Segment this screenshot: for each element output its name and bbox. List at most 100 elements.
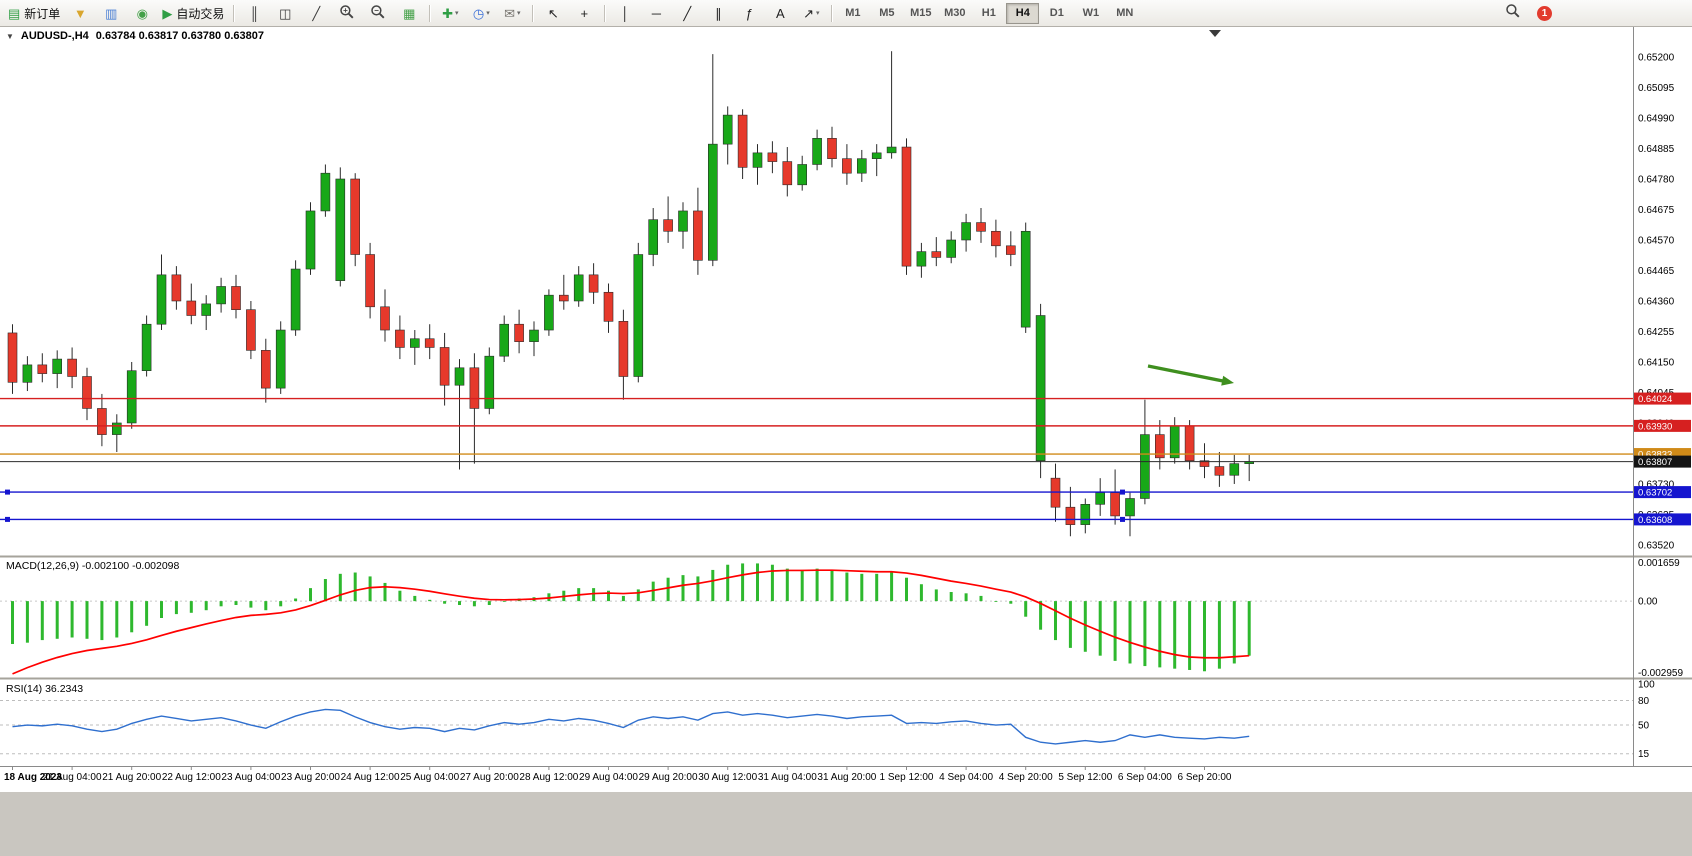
profiles-button[interactable]: ▼ xyxy=(65,2,95,25)
svg-text:0.64570: 0.64570 xyxy=(1638,235,1675,246)
svg-text:0.64465: 0.64465 xyxy=(1638,266,1675,277)
svg-text:0.64675: 0.64675 xyxy=(1638,205,1675,216)
candlestick-mode-button[interactable]: ◫ xyxy=(270,2,300,25)
macd-axis[interactable]: 0.001659 0.00 -0.002959 xyxy=(1638,558,1683,679)
price-tag xyxy=(1634,513,1691,526)
auto-trading-button[interactable]: ▶ 自动交易 xyxy=(158,2,228,25)
timeframe-m5-button[interactable]: M5 xyxy=(879,7,895,19)
zoom-out-button[interactable]: − xyxy=(363,2,393,25)
annotations[interactable] xyxy=(1147,30,1234,386)
periods-button[interactable]: ◷ ▾ xyxy=(466,2,496,25)
macd-pane xyxy=(0,563,1633,675)
arrows-button[interactable]: ↗ ▾ xyxy=(796,2,826,25)
candlestick-series xyxy=(7,51,1254,537)
trendline-button[interactable]: ╱ xyxy=(672,2,702,25)
timeframe-h1-button[interactable]: H1 xyxy=(981,7,996,19)
svg-text:28 Aug 12:00: 28 Aug 12:00 xyxy=(519,772,578,783)
tile-windows-button[interactable]: ▦ xyxy=(394,2,424,25)
timeframe-m15-button[interactable]: M15 xyxy=(910,7,932,19)
vertical-line-button[interactable]: │ xyxy=(610,2,640,25)
zoom-in-icon: + xyxy=(339,4,355,22)
symbol-period-label: AUDUSD-,H4 xyxy=(20,30,89,42)
timeframe-m1-button[interactable]: M1 xyxy=(845,7,861,19)
svg-text:6 Sep 20:00: 6 Sep 20:00 xyxy=(1178,772,1232,783)
rsi-line xyxy=(12,708,1250,745)
crosshair-button[interactable]: + xyxy=(569,2,599,25)
navigator-button[interactable]: ◉ xyxy=(127,2,157,25)
price-tag xyxy=(1634,419,1691,432)
indicators-button[interactable]: ✚ ▾ xyxy=(435,2,465,25)
timeframe-m30-button[interactable]: M30 xyxy=(944,7,966,19)
svg-text:21 Aug 20:00: 21 Aug 20:00 xyxy=(102,772,161,783)
auto-trading-button-label: 自动交易 xyxy=(176,6,225,21)
trend-arrow-annotation[interactable] xyxy=(1147,364,1224,383)
chart-canvas[interactable]: 0.65200 0.65095 0.64990 0.64885 0.64780 0.646… xyxy=(0,27,1692,792)
svg-text:18 Aug 2023: 18 Aug 2023 xyxy=(4,772,62,783)
svg-text:0.00: 0.00 xyxy=(1638,597,1658,608)
search-icon xyxy=(1505,3,1521,24)
svg-text:100: 100 xyxy=(1638,680,1655,691)
main-toolbar: ▤ 新订单 ▼ ▥ ◉ ▶ 自动交易 ║ ◫ ╱ + − ▦ ✚ ▾ ◷ ▾ ✉ ▾ ↖ + │ ─ ╱ ∥ ƒ A ↗ ▾ M1 M5 M… xyxy=(0,0,1692,27)
bar-chart-mode-button[interactable]: ║ xyxy=(239,2,269,25)
price-tag xyxy=(1634,486,1691,499)
line-chart-mode-button[interactable]: ╱ xyxy=(301,2,331,25)
svg-text:30 Aug 12:00: 30 Aug 12:00 xyxy=(698,772,757,783)
zoom-out-icon: − xyxy=(370,4,386,22)
arrow-icon: ↗ xyxy=(803,5,815,21)
text-icon: A xyxy=(775,5,785,21)
crosshair-icon: + xyxy=(580,5,589,21)
svg-text:0.64255: 0.64255 xyxy=(1638,327,1675,338)
horizontal-line-button[interactable]: ─ xyxy=(641,2,671,25)
candlestick-icon: ◫ xyxy=(279,5,292,21)
svg-text:0.64780: 0.64780 xyxy=(1638,174,1675,185)
market-watch-button[interactable]: ▥ xyxy=(96,2,126,25)
svg-text:0.001659: 0.001659 xyxy=(1638,558,1680,569)
fibonacci-button[interactable]: ƒ xyxy=(734,2,764,25)
price-axis[interactable]: 0.65200 0.65095 0.64990 0.64885 0.64780 0.646… xyxy=(1638,53,1675,552)
chart-title: ▼ AUDUSD-,H4 0.63784 0.63817 0.63780 0.6… xyxy=(6,30,264,42)
channel-button[interactable]: ∥ xyxy=(703,2,733,25)
trendline-icon: ╱ xyxy=(683,5,692,21)
timeframe-d1-button[interactable]: D1 xyxy=(1049,7,1064,19)
chevron-down-icon: ▾ xyxy=(455,10,459,17)
svg-text:31 Aug 20:00: 31 Aug 20:00 xyxy=(817,772,876,783)
search-button[interactable] xyxy=(1498,2,1528,25)
new-order-button-label: 新订单 xyxy=(24,6,61,21)
svg-text:0.63520: 0.63520 xyxy=(1638,540,1675,551)
tile-windows-icon: ▦ xyxy=(403,5,416,21)
cursor-button[interactable]: ↖ xyxy=(538,2,568,25)
price-lines[interactable] xyxy=(0,397,1633,522)
chart-window: ▼ AUDUSD-,H4 0.63784 0.63817 0.63780 0.6… xyxy=(0,27,1692,792)
one-click-trading-expander-icon[interactable]: ▼ xyxy=(6,31,14,41)
svg-text:0.63730: 0.63730 xyxy=(1638,479,1675,490)
chart-shift-marker[interactable] xyxy=(1209,30,1221,37)
notification-badge[interactable]: 1 xyxy=(1537,5,1552,21)
toolbar-separator xyxy=(233,4,235,22)
template-icon: ✉ xyxy=(504,5,516,21)
timeframe-w1-button[interactable]: W1 xyxy=(1082,7,1100,19)
svg-text:25 Aug 04:00: 25 Aug 04:00 xyxy=(400,772,459,783)
timeframe-h4-button[interactable]: H4 xyxy=(1006,2,1040,24)
macd-signal-line xyxy=(12,569,1250,675)
rsi-axis[interactable]: 100 80 50 15 xyxy=(1638,680,1655,761)
price-tag-label: 0.63807 xyxy=(1638,457,1672,468)
svg-text:23 Aug 04:00: 23 Aug 04:00 xyxy=(221,772,280,783)
new-order-icon: ▤ xyxy=(8,5,21,21)
new-order-button[interactable]: ▤ 新订单 xyxy=(4,2,64,25)
toolbar-buttons: ▤ 新订单 ▼ ▥ ◉ ▶ 自动交易 ║ ◫ ╱ + − ▦ ✚ ▾ ◷ ▾ ✉ ▾ ↖ + │ ─ ╱ ∥ ƒ A ↗ ▾ xyxy=(4,2,836,25)
toolbar-separator xyxy=(429,4,431,22)
text-button[interactable]: A xyxy=(765,2,795,25)
svg-text:50: 50 xyxy=(1638,721,1650,732)
svg-text:1 Sep 12:00: 1 Sep 12:00 xyxy=(880,772,934,783)
vline-icon: │ xyxy=(621,5,630,21)
hline-icon: ─ xyxy=(651,5,661,21)
svg-text:5 Sep 12:00: 5 Sep 12:00 xyxy=(1058,772,1112,783)
timeframe-switcher: M1 M5 M15 M30 H1 H4 D1 W1 MN xyxy=(836,2,1141,24)
svg-text:0.64990: 0.64990 xyxy=(1638,114,1675,125)
templates-button[interactable]: ✉ ▾ xyxy=(497,2,527,25)
timeframe-mn-button[interactable]: MN xyxy=(1116,7,1134,19)
svg-text:0.64885: 0.64885 xyxy=(1638,144,1675,155)
zoom-in-button[interactable]: + xyxy=(332,2,362,25)
